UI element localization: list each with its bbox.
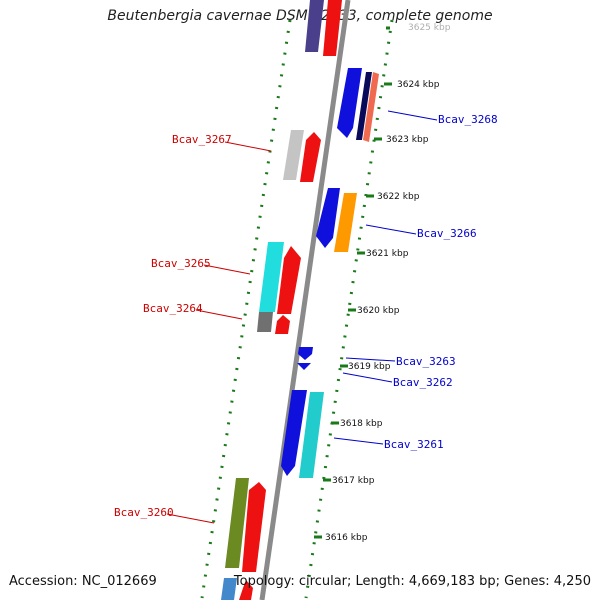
kbp-tick-label: 3623 kbp — [386, 135, 429, 145]
leader-line — [195, 309, 243, 320]
gene-glyph — [221, 578, 237, 600]
tick-labels: 3625 kbp 3624 kbp 3623 kbp 3622 kbp 3621… — [325, 23, 451, 543]
leader-line — [166, 513, 215, 524]
gene-glyphs — [221, 0, 379, 600]
gene-label-bcav-3263[interactable]: Bcav_3263 — [396, 355, 456, 368]
kbp-tick-label: 3624 kbp — [397, 80, 440, 90]
kbp-tick-label: 3620 kbp — [357, 306, 400, 316]
kbp-tick-label: 3618 kbp — [340, 419, 383, 429]
gene-label-bcav-3264[interactable]: Bcav_3264 — [143, 302, 203, 315]
gene-glyph — [283, 130, 304, 180]
gene-glyph — [239, 580, 253, 600]
gene-glyph — [242, 482, 266, 572]
leader-line — [203, 264, 251, 275]
gene-glyph — [334, 193, 357, 252]
gene-label-bcav-3260[interactable]: Bcav_3260 — [114, 506, 174, 519]
leader-line — [224, 141, 272, 152]
gene-label-bcav-3266[interactable]: Bcav_3266 — [417, 227, 477, 240]
kbp-tick-label: 3625 kbp — [408, 23, 451, 33]
leader-line — [345, 357, 396, 362]
gene-glyph — [297, 363, 311, 370]
gene-glyph — [259, 242, 284, 312]
gene-glyph — [305, 0, 324, 52]
gene-label-bcav-3262[interactable]: Bcav_3262 — [393, 376, 453, 389]
gene-label-bcav-3261[interactable]: Bcav_3261 — [384, 438, 444, 451]
kbp-tick-label: 3622 kbp — [377, 192, 420, 202]
tick-marks — [314, 26, 392, 539]
gene-glyph — [323, 0, 342, 56]
leader-line — [365, 224, 417, 235]
gene-glyph — [299, 392, 324, 478]
right-gene-labels: Bcav_3268 Bcav_3266 Bcav_3263 Bcav_3262 … — [333, 110, 498, 451]
genome-backbone — [259, 0, 351, 600]
gene-glyph — [298, 347, 313, 360]
gene-glyph — [356, 72, 372, 140]
genome-title: Beutenbergia cavernae DSM 12333, complet… — [107, 8, 493, 24]
gene-glyph — [277, 246, 301, 314]
gene-label-bcav-3268[interactable]: Bcav_3268 — [438, 113, 498, 126]
gene-glyph — [281, 390, 307, 476]
gene-glyph — [257, 312, 273, 332]
gene-label-bcav-3265[interactable]: Bcav_3265 — [151, 257, 211, 270]
gene-label-bcav-3267[interactable]: Bcav_3267 — [172, 133, 232, 146]
gene-glyph — [275, 315, 290, 334]
kbp-tick-label: 3619 kbp — [348, 362, 391, 372]
leader-line — [387, 110, 438, 121]
accession-text: Accession: NC_012669 — [9, 574, 157, 589]
topology-summary: Topology: circular; Length: 4,669,183 bp… — [233, 574, 591, 589]
gene-glyph — [363, 72, 379, 142]
kbp-tick-label: 3617 kbp — [332, 476, 375, 486]
gene-glyph — [225, 478, 249, 568]
left-gene-labels: Bcav_3267 Bcav_3265 Bcav_3264 Bcav_3260 — [114, 133, 272, 524]
gene-glyph — [337, 68, 362, 138]
kbp-tick-label: 3616 kbp — [325, 533, 368, 543]
gene-glyph — [300, 132, 321, 182]
leader-line — [342, 372, 393, 383]
leader-line — [333, 437, 384, 445]
gene-glyph — [316, 188, 340, 248]
kbp-tick-label: 3621 kbp — [366, 249, 409, 259]
